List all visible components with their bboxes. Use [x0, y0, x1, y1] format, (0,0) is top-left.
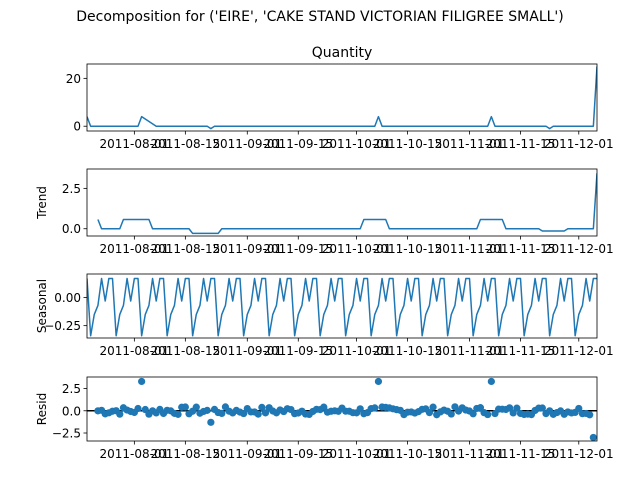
x-tick-label-seasonal: 2011-10-01	[322, 344, 392, 358]
x-tick-label-resid: 2011-10-01	[322, 447, 392, 461]
plot-area-trend	[97, 173, 597, 235]
resid-point	[487, 377, 495, 386]
x-tick-label-resid: 2011-09-01	[212, 447, 282, 461]
y-tick-label-observed: 20	[66, 72, 81, 86]
resid-point	[254, 410, 262, 418]
x-tick-label-observed: 2011-09-01	[212, 137, 282, 151]
y-tick-label-resid: 0.0	[62, 404, 81, 418]
panel-title-observed: Quantity	[312, 45, 373, 61]
panels-group: 0202011-08-012011-08-152011-09-012011-09…	[35, 45, 614, 461]
x-tick-label-resid: 2011-12-01	[544, 447, 614, 461]
x-tick-label-resid: 2011-09-15	[263, 447, 333, 461]
resid-point	[218, 409, 226, 418]
y-tick-label-trend: 2.5	[62, 182, 81, 196]
x-tick-label-seasonal: 2011-08-15	[150, 344, 220, 358]
resid-point	[207, 418, 215, 426]
y-tick-label-trend: 0.0	[62, 222, 81, 236]
resid-point	[240, 409, 248, 418]
x-tick-label-observed: 2011-11-01	[435, 137, 505, 151]
resid-point	[258, 403, 266, 411]
resid-point	[374, 377, 383, 386]
x-tick-label-trend: 2011-09-15	[263, 242, 333, 256]
x-tick-label-resid: 2011-11-15	[486, 447, 556, 461]
seasonal-series-line	[87, 277, 597, 337]
resid-point	[425, 409, 434, 417]
x-tick-label-seasonal: 2011-11-15	[486, 344, 556, 358]
axes-frame-observed	[86, 63, 598, 132]
x-tick-label-seasonal: 2011-11-01	[435, 344, 505, 358]
x-tick-label-resid: 2011-08-15	[150, 447, 220, 461]
x-tick-label-observed: 2011-08-01	[99, 137, 169, 151]
resid-point	[320, 403, 328, 411]
x-tick-label-seasonal: 2011-09-01	[212, 344, 282, 358]
x-tick-label-trend: 2011-09-01	[212, 242, 282, 256]
panel-trend: 0.02.52011-08-012011-08-152011-09-012011…	[35, 168, 614, 256]
figure-title: Decomposition for ('EIRE', 'CAKE STAND V…	[76, 9, 564, 25]
y-tick-label-resid: −2.5	[52, 427, 81, 441]
plot-area-observed	[87, 66, 597, 130]
resid-point	[261, 409, 270, 417]
x-tick-label-observed: 2011-10-15	[373, 137, 443, 151]
x-tick-label-trend: 2011-12-01	[544, 242, 614, 256]
x-tick-label-observed: 2011-10-01	[322, 137, 392, 151]
axes-frame-resid	[86, 376, 598, 442]
resid-point	[505, 404, 514, 412]
x-tick-label-seasonal: 2011-12-01	[544, 344, 614, 358]
x-tick-label-trend: 2011-08-15	[150, 242, 220, 256]
resid-point	[192, 403, 200, 411]
x-tick-label-seasonal: 2011-10-15	[373, 344, 443, 358]
x-tick-label-resid: 2011-10-15	[373, 447, 443, 461]
observed-series-line	[87, 66, 597, 130]
x-tick-label-resid: 2011-08-01	[99, 447, 169, 461]
resid-point	[484, 410, 492, 419]
resid-point	[589, 433, 597, 441]
resid-point	[575, 404, 583, 413]
resid-point	[181, 403, 189, 411]
y-tick-label-seasonal: 0.00	[54, 291, 81, 305]
resid-point	[134, 404, 142, 413]
x-tick-label-observed: 2011-11-15	[486, 137, 556, 151]
y-tick-label-resid: 2.5	[62, 382, 81, 396]
resid-point	[371, 404, 379, 412]
y-tick-label-seasonal: −0.25	[44, 319, 81, 333]
resid-point	[203, 406, 211, 414]
resid-point	[476, 404, 485, 412]
resid-point	[174, 410, 182, 418]
y-axis-label-trend: Trend	[35, 186, 49, 220]
resid-point	[356, 405, 364, 413]
x-tick-label-trend: 2011-10-01	[322, 242, 392, 256]
axes-frame-seasonal	[86, 273, 598, 339]
axes-frame-trend	[86, 168, 598, 237]
plot-area-seasonal	[87, 277, 597, 337]
resid-point	[513, 404, 521, 412]
x-tick-label-trend: 2011-10-15	[373, 242, 443, 256]
panel-seasonal: 0.00−0.252011-08-012011-08-152011-09-012…	[35, 273, 614, 358]
resid-point	[469, 410, 477, 418]
resid-point	[116, 410, 124, 418]
y-tick-label-observed: 0	[73, 120, 81, 134]
x-tick-label-trend: 2011-08-01	[99, 242, 169, 256]
x-tick-label-observed: 2011-09-15	[263, 137, 333, 151]
resid-point	[138, 377, 146, 386]
y-axis-label-seasonal: Seasonal	[35, 279, 49, 333]
resid-point	[429, 403, 437, 411]
plot-area-resid	[87, 377, 597, 441]
panel-observed: 0 20 2011-08-012011-08-152011-09-012011-09…	[66, 45, 614, 151]
x-tick-label-observed: 2011-08-15	[150, 137, 220, 151]
x-tick-label-trend: 2011-11-15	[486, 242, 556, 256]
x-tick-label-observed: 2011-12-01	[544, 137, 614, 151]
trend-series-line	[97, 173, 597, 235]
x-tick-label-seasonal: 2011-08-01	[99, 344, 169, 358]
x-tick-label-resid: 2011-11-01	[435, 447, 505, 461]
resid-point	[586, 411, 594, 419]
x-tick-label-seasonal: 2011-09-15	[263, 344, 333, 358]
x-tick-label-trend: 2011-11-01	[435, 242, 505, 256]
y-axis-label-resid: Resid	[35, 393, 49, 425]
panel-resid: −2.5 0.0 2.5 2011-08-012011-08-152011-09-01…	[35, 376, 614, 461]
resid-point	[447, 410, 455, 418]
resid-point	[538, 404, 546, 412]
